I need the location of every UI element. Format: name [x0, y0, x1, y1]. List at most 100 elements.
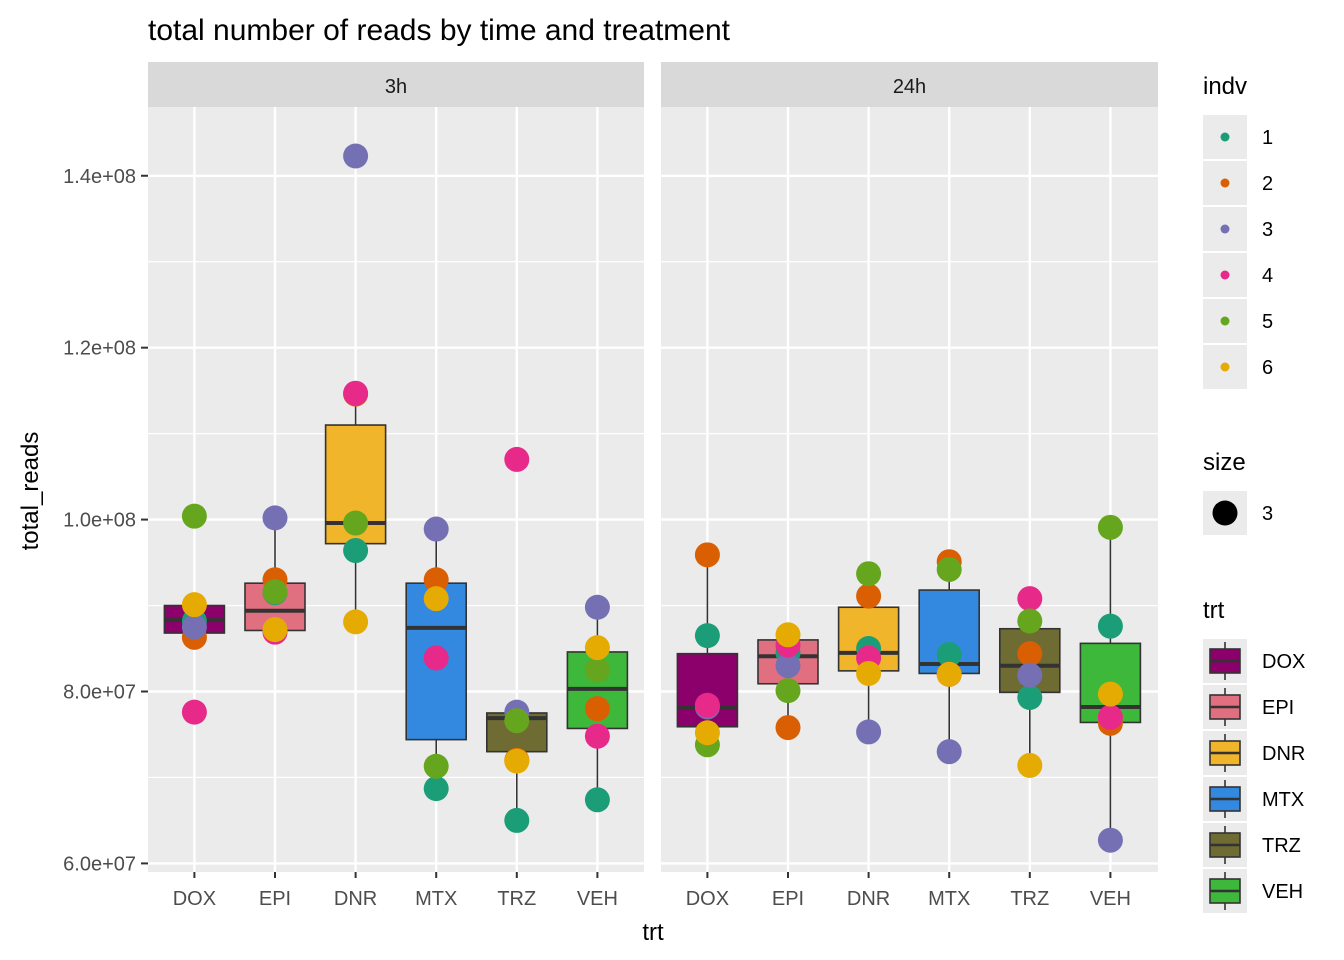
- point-24h-DOX-indv4: [694, 692, 720, 718]
- legend-title: size: [1203, 449, 1246, 476]
- point-24h-VEH-indv6: [1097, 681, 1123, 707]
- point-3h-TRZ-indv4: [504, 446, 530, 472]
- legend-area: indv 1 2 3 4 5 6 size 3 trt DOX EPI DNR MTX TRZ VEH: [1203, 73, 1305, 913]
- legend-item-indv-6: 6: [1203, 345, 1273, 389]
- legend-item-trt-VEH: VEH: [1203, 869, 1303, 913]
- y-tick-label: 6.0e+07: [63, 853, 136, 875]
- panel-background: [148, 107, 644, 872]
- legend-key-point: [1220, 224, 1230, 234]
- y-axis-title: total_reads: [17, 432, 44, 551]
- point-24h-VEH-indv4: [1097, 704, 1123, 730]
- x-tick-label: DOX: [173, 888, 216, 910]
- legend-key-point: [1220, 178, 1230, 188]
- legend-item-indv-2: 2: [1203, 161, 1273, 205]
- point-3h-TRZ-indv1: [504, 807, 530, 833]
- legend-label: EPI: [1262, 697, 1294, 719]
- legend-label: DNR: [1262, 743, 1305, 765]
- point-3h-DOX-indv4: [181, 699, 207, 725]
- x-axis: DOX EPI DNR MTX TRZ VEH DOX EPI DNR MTX TRZ VEH: [173, 872, 1131, 910]
- point-24h-DNR-indv2: [856, 583, 882, 609]
- point-3h-DNR-indv3: [343, 143, 369, 169]
- legend-label: 4: [1262, 265, 1273, 287]
- legend-key-point: [1220, 270, 1230, 280]
- legend-label: 2: [1262, 173, 1273, 195]
- point-24h-DOX-indv2: [694, 542, 720, 568]
- x-tick-label: EPI: [259, 888, 291, 910]
- point-3h-VEH-indv6: [584, 635, 610, 661]
- facet-strip: [661, 62, 1158, 107]
- x-tick-label: EPI: [772, 888, 804, 910]
- legend-indv: indv 1 2 3 4 5 6: [1203, 73, 1273, 389]
- point-3h-DOX-indv3: [181, 614, 207, 640]
- y-tick-label: 1.4e+08: [63, 166, 136, 188]
- point-24h-DNR-indv6: [856, 660, 882, 686]
- point-24h-EPI-indv3: [775, 653, 801, 679]
- legend-title: indv: [1203, 73, 1247, 100]
- legend-key-point: [1220, 316, 1230, 326]
- legend-item-indv-4: 4: [1203, 253, 1273, 297]
- point-3h-VEH-indv2: [584, 696, 610, 722]
- point-24h-MTX-indv1: [936, 642, 962, 668]
- point-3h-DNR-indv6: [343, 609, 369, 635]
- x-tick-label: TRZ: [497, 888, 536, 910]
- x-tick-label: MTX: [928, 888, 970, 910]
- legend-label: 3: [1262, 219, 1273, 241]
- point-3h-VEH-indv5: [584, 657, 610, 683]
- x-tick-label: DOX: [686, 888, 729, 910]
- legend-item-indv-5: 5: [1203, 299, 1273, 343]
- legend-trt: trt DOX EPI DNR MTX TRZ VEH: [1203, 597, 1305, 913]
- facet-panel-3h: 3h: [148, 62, 644, 872]
- point-24h-DOX-indv1: [694, 623, 720, 649]
- point-24h-DOX-indv6: [694, 720, 720, 746]
- point-24h-MTX-indv5: [936, 556, 962, 582]
- x-tick-label: VEH: [1090, 888, 1131, 910]
- point-3h-MTX-indv4: [423, 645, 449, 671]
- legend-label: DOX: [1262, 651, 1305, 673]
- point-24h-EPI-indv5: [775, 678, 801, 704]
- legend-label: MTX: [1262, 789, 1304, 811]
- y-tick-label: 1.0e+08: [63, 510, 136, 532]
- point-3h-MTX-indv5: [423, 753, 449, 779]
- x-tick-label: VEH: [577, 888, 618, 910]
- legend-item-trt-EPI: EPI: [1203, 685, 1294, 729]
- point-3h-DOX-indv5: [181, 503, 207, 529]
- point-3h-MTX-indv6: [423, 586, 449, 612]
- facet-strip-label: 24h: [893, 76, 926, 98]
- point-24h-EPI-indv2: [775, 715, 801, 741]
- point-3h-DOX-indv6: [181, 592, 207, 618]
- legend-item-trt-DNR: DNR: [1203, 731, 1305, 775]
- point-3h-DNR-indv4: [343, 380, 369, 406]
- x-axis-title: trt: [642, 919, 664, 946]
- point-3h-MTX-indv2: [423, 567, 449, 593]
- legend-key-point: [1220, 362, 1230, 372]
- point-24h-MTX-indv3: [936, 739, 962, 765]
- x-tick-label: MTX: [415, 888, 457, 910]
- legend-label: 1: [1262, 127, 1273, 149]
- point-24h-TRZ-indv1: [1017, 685, 1043, 711]
- point-3h-EPI-indv6: [262, 617, 288, 643]
- point-24h-TRZ-indv5: [1017, 608, 1043, 634]
- point-24h-DNR-indv3: [856, 719, 882, 745]
- legend-size: size 3: [1203, 449, 1273, 535]
- facet-strip-label: 3h: [385, 76, 407, 98]
- facet-panel-24h: 24h: [661, 62, 1158, 872]
- y-tick-label: 8.0e+07: [63, 681, 136, 703]
- point-24h-VEH-indv1: [1097, 613, 1123, 639]
- legend-item-trt-TRZ: TRZ: [1203, 823, 1301, 867]
- x-tick-label: DNR: [847, 888, 890, 910]
- point-3h-VEH-indv3: [584, 594, 610, 620]
- legend-item-size-3: 3: [1203, 491, 1273, 535]
- point-3h-EPI-indv5: [262, 579, 288, 605]
- legend-label: VEH: [1262, 881, 1303, 903]
- legend-item-trt-MTX: MTX: [1203, 777, 1304, 821]
- point-24h-TRZ-indv2: [1017, 641, 1043, 667]
- point-24h-EPI-indv6: [775, 622, 801, 648]
- y-axis: 6.0e+07 8.0e+07 1.0e+08 1.2e+08 1.4e+08: [63, 166, 148, 875]
- legend-key-point: [1220, 132, 1230, 142]
- point-3h-VEH-indv1: [584, 787, 610, 813]
- facet-panels: 3h 24h: [148, 62, 1158, 872]
- point-3h-DNR-indv5: [343, 510, 369, 536]
- point-24h-DNR-indv5: [856, 561, 882, 587]
- legend-item-trt-DOX: DOX: [1203, 639, 1305, 683]
